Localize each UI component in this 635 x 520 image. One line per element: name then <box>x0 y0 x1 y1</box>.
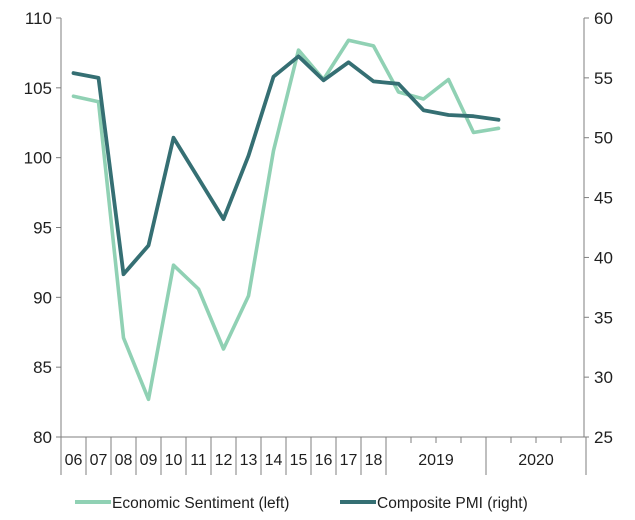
data-point-economic-sentiment <box>247 294 250 298</box>
data-point-composite-pmi <box>447 113 450 117</box>
series-line-composite-pmi <box>71 54 501 277</box>
data-point-economic-sentiment <box>472 131 475 134</box>
data-point-economic-sentiment <box>222 347 225 351</box>
right-tick-label: 35 <box>594 308 613 327</box>
data-point-economic-sentiment <box>447 78 450 81</box>
data-point-composite-pmi <box>97 76 100 80</box>
data-point-economic-sentiment <box>347 39 350 42</box>
right-tick-label: 50 <box>594 129 613 148</box>
data-point-composite-pmi <box>372 80 375 83</box>
data-point-composite-pmi <box>172 136 175 139</box>
x-tick-label: 07 <box>90 452 108 469</box>
x-tick-label: 2020 <box>518 452 554 469</box>
x-tick-label: 11 <box>190 452 207 469</box>
data-point-composite-pmi <box>247 154 250 157</box>
left-tick-label: 110 <box>25 9 52 28</box>
data-point-composite-pmi <box>297 55 300 58</box>
x-tick-label: 16 <box>315 452 333 469</box>
data-point-composite-pmi <box>347 61 350 64</box>
data-point-economic-sentiment <box>147 398 150 401</box>
x-tick-label: 06 <box>65 452 83 469</box>
right-tick-label: 25 <box>594 428 613 447</box>
data-point-composite-pmi <box>272 75 275 78</box>
left-axis: 80 85 90 95 100 105 110 <box>24 9 62 447</box>
data-point-composite-pmi <box>197 177 200 180</box>
x-tick-label: 08 <box>115 452 133 469</box>
right-tick-label: 60 <box>594 9 613 28</box>
data-point-economic-sentiment <box>97 100 100 104</box>
x-tick-label: 18 <box>365 452 383 469</box>
legend-label-composite-pmi: Composite PMI (right) <box>377 495 528 512</box>
x-tick-label: 10 <box>165 452 183 469</box>
data-point-composite-pmi <box>122 273 125 276</box>
data-point-economic-sentiment <box>272 149 275 152</box>
x-tick-label: 2019 <box>418 452 454 469</box>
data-point-composite-pmi <box>397 82 400 86</box>
x-tick-label: 12 <box>215 452 233 469</box>
left-tick-label: 105 <box>24 79 52 98</box>
left-tick-label: 100 <box>24 149 52 168</box>
data-point-composite-pmi <box>472 115 475 118</box>
data-point-economic-sentiment <box>397 90 400 94</box>
data-point-composite-pmi <box>422 109 425 112</box>
data-point-composite-pmi <box>147 244 150 247</box>
x-tick-label: 09 <box>140 452 158 469</box>
x-tick-label: 13 <box>240 452 258 469</box>
right-tick-label: 40 <box>594 248 613 267</box>
data-point-economic-sentiment <box>197 287 200 291</box>
right-tick-label: 45 <box>594 189 613 208</box>
x-tick-label: 17 <box>340 452 358 469</box>
data-point-composite-pmi <box>222 217 225 221</box>
right-tick-label: 30 <box>594 368 613 387</box>
data-point-economic-sentiment <box>297 48 300 52</box>
legend-label-economic-sentiment: Economic Sentiment (left) <box>112 495 289 512</box>
left-tick-label: 85 <box>33 358 52 377</box>
left-tick-label: 90 <box>33 288 52 307</box>
data-point-economic-sentiment <box>122 336 125 339</box>
left-tick-label: 80 <box>33 428 52 447</box>
series-layer <box>71 38 501 402</box>
data-point-composite-pmi <box>322 79 325 82</box>
data-point-economic-sentiment <box>497 127 500 130</box>
right-tick-label: 55 <box>594 69 613 88</box>
data-point-economic-sentiment <box>422 97 425 101</box>
series-line-economic-sentiment <box>71 38 501 402</box>
x-tick-label: 14 <box>265 452 283 469</box>
left-tick-label: 95 <box>33 219 52 238</box>
legend: Economic Sentiment (left) Composite PMI … <box>75 495 528 512</box>
data-point-economic-sentiment <box>172 264 175 267</box>
data-point-economic-sentiment <box>372 44 375 48</box>
right-axis: 25 30 35 40 45 50 55 60 <box>583 9 613 447</box>
x-axis: 06 07 08 09 10 11 12 13 14 15 16 17 18 2019 2020 <box>60 436 587 475</box>
data-point-composite-pmi <box>72 71 75 75</box>
data-point-composite-pmi <box>497 118 500 122</box>
data-point-economic-sentiment <box>72 95 75 98</box>
x-tick-label: 15 <box>290 452 308 469</box>
